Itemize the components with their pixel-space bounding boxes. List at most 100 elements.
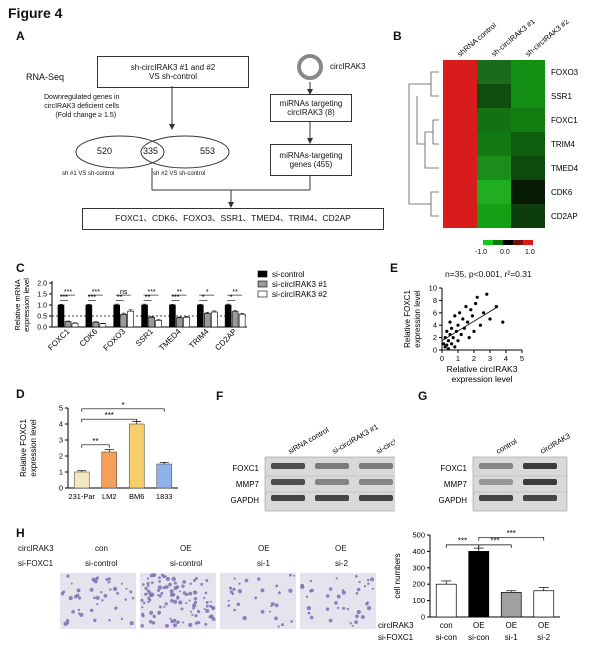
stained-cell [205, 604, 209, 608]
stained-cell [141, 583, 145, 586]
y-axis-label: Relative FOXC1 [403, 290, 412, 348]
stained-cell [150, 592, 155, 597]
h-row2-label: si-FOXC1 [18, 559, 54, 568]
blot-band [523, 463, 557, 469]
scatter-point [466, 320, 470, 324]
bar [92, 321, 100, 328]
x-tick-label: LM2 [102, 492, 117, 501]
blot-band [479, 495, 513, 501]
blot-lane-label: circIRAK3 [539, 431, 572, 455]
heatmap-cell [443, 204, 477, 228]
h-cond4-row2: si-2 [335, 559, 348, 568]
target-genes-box: miRNAs-targeting genes (455) [270, 144, 352, 176]
blot-row-label: GAPDH [439, 496, 468, 505]
panel-label-a: A [16, 29, 25, 43]
significance-label: *** [490, 536, 499, 545]
scatter-point [450, 326, 454, 330]
stained-cell [158, 605, 162, 609]
stained-cell [231, 592, 235, 596]
stained-cell [120, 582, 123, 585]
stained-cell [170, 619, 174, 624]
stained-cell [93, 596, 96, 600]
y-axis-label: expression level [29, 419, 38, 477]
arrow-head [169, 124, 175, 130]
stained-cell [100, 590, 103, 594]
stained-cell [96, 603, 99, 606]
y-axis-label: expression level [22, 278, 31, 332]
significance-label: *** [64, 289, 72, 296]
y-tick-label: 0 [433, 346, 437, 355]
scatter-point [467, 336, 471, 340]
stained-cell [95, 595, 100, 600]
stained-cell [367, 582, 370, 585]
blot-band [315, 463, 349, 469]
heatmap-cell [511, 60, 545, 84]
stained-cell [188, 599, 191, 602]
significance-label: * [121, 401, 124, 410]
circrna-ring [297, 54, 323, 80]
stained-cell [157, 589, 160, 593]
stained-cell [205, 600, 209, 604]
chart-c: 0.0 0.5 1.0 1.5 2.0 Relative mRNA expression l… [13, 270, 328, 353]
bar [128, 423, 145, 489]
stained-cell [141, 606, 144, 609]
stained-cell [146, 577, 150, 580]
stained-cell [336, 606, 340, 610]
stained-cell [141, 614, 145, 618]
x-tick-label: 1833 [156, 492, 173, 501]
dendrogram-branch [413, 191, 439, 217]
heatmap-gene-label: CD2AP [551, 212, 578, 221]
stained-cell [182, 621, 185, 624]
significance-label: * [206, 289, 209, 296]
x-row2-label: si-con [468, 633, 489, 642]
stained-cell [131, 596, 135, 600]
stained-cell [289, 573, 292, 577]
y-tick-label: 1 [59, 468, 63, 477]
bar [435, 583, 457, 618]
stained-cell [169, 592, 174, 597]
stained-cell [107, 577, 111, 581]
scatter-point [459, 332, 463, 337]
heatmap-gene-label: CDK6 [551, 188, 573, 197]
scatter-point [461, 317, 465, 321]
legend-label: si-circIRAK3 #2 [272, 290, 328, 299]
x-row2-title: si-FOXC1 [378, 633, 414, 642]
stained-cell [193, 597, 198, 601]
x-row2-label: si-1 [505, 633, 518, 642]
heatmap-cell [511, 84, 545, 108]
stained-cell [192, 578, 196, 582]
chart-h: 0 100 200 300 400 500 cell numbers con si-con OE s… [378, 529, 560, 642]
heatmap-cell [443, 84, 477, 108]
stained-cell [355, 591, 359, 595]
venn-count-left: 520 [97, 146, 113, 156]
stained-cell [365, 602, 369, 606]
stained-cell [146, 581, 150, 586]
stained-cell [108, 618, 111, 622]
blot-lane-label: siRNA control [287, 425, 331, 456]
venn-caption-left: sh #1 VS sh-control [62, 171, 115, 177]
color-scale-segment [483, 240, 493, 245]
stained-cell [237, 589, 243, 594]
x-row2-label: si-con [436, 633, 457, 642]
y-tick-label: 500 [412, 531, 425, 540]
blot-band [523, 495, 557, 501]
blot-lane-label: si-circIRAK3 #1 [331, 422, 380, 456]
stained-cell [176, 620, 180, 624]
stained-cell [268, 610, 271, 613]
stained-cell [188, 591, 193, 596]
h-cond3-row2: si-1 [257, 559, 270, 568]
stained-cell [142, 601, 146, 605]
stained-cell [140, 624, 145, 628]
stained-cell [178, 600, 183, 605]
y-tick-label: 4 [59, 420, 63, 429]
stained-cell [346, 607, 350, 611]
bar [169, 304, 176, 328]
arrow-head [228, 202, 234, 208]
stained-cell [147, 584, 150, 588]
stained-cell [351, 624, 354, 627]
blot-band [315, 495, 349, 501]
stained-cell [203, 608, 206, 611]
scatter-point [442, 342, 446, 346]
y-tick-label: 300 [412, 563, 425, 572]
panel-label-e: E [390, 261, 399, 275]
